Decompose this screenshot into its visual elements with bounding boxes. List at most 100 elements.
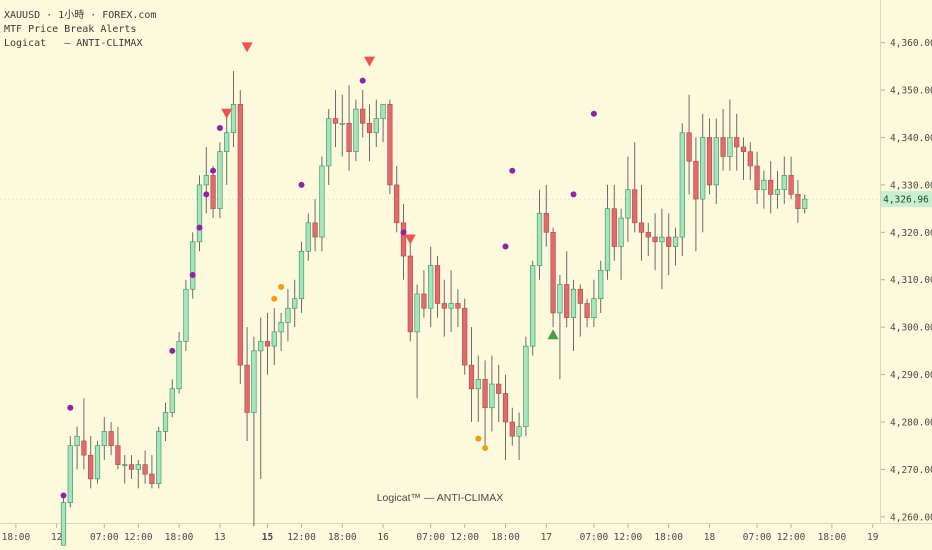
candle[interactable] — [774, 170, 781, 209]
candle[interactable] — [271, 308, 277, 366]
candle[interactable] — [604, 184, 611, 280]
candle[interactable] — [217, 142, 223, 219]
candle[interactable] — [251, 336, 257, 527]
candle[interactable] — [326, 109, 332, 185]
candle[interactable] — [468, 327, 475, 422]
candle[interactable] — [278, 312, 284, 351]
candle[interactable] — [88, 436, 94, 489]
candle[interactable] — [142, 450, 148, 484]
candle[interactable] — [292, 279, 298, 328]
candle[interactable] — [346, 85, 352, 171]
candle[interactable] — [176, 331, 182, 394]
candle[interactable] — [598, 260, 604, 313]
candle[interactable] — [122, 455, 128, 484]
candle[interactable] — [387, 99, 393, 195]
candle[interactable] — [788, 156, 794, 200]
candle[interactable] — [319, 156, 325, 252]
candle[interactable] — [720, 109, 726, 171]
candle[interactable] — [564, 251, 570, 328]
price-axis[interactable]: 4,260.00 4,270.00 4,280.00 4,290.00 4,300.00… — [881, 38, 932, 523]
candle[interactable] — [332, 90, 339, 147]
candle[interactable] — [781, 156, 787, 204]
candle[interactable] — [244, 327, 250, 441]
candle[interactable] — [679, 123, 685, 257]
candle[interactable] — [625, 156, 631, 242]
candle[interactable] — [502, 374, 509, 460]
candle[interactable] — [414, 284, 420, 399]
candle[interactable] — [264, 312, 271, 375]
candle[interactable] — [706, 118, 713, 195]
candle[interactable] — [523, 336, 529, 437]
candle[interactable] — [339, 94, 345, 157]
candle[interactable] — [258, 317, 264, 479]
candle[interactable] — [298, 241, 305, 313]
candle[interactable] — [761, 170, 767, 209]
candle[interactable] — [727, 99, 733, 171]
candle[interactable] — [611, 184, 617, 261]
candle[interactable] — [360, 90, 366, 138]
candle[interactable] — [509, 407, 515, 446]
candle[interactable] — [428, 246, 434, 328]
candle[interactable] — [577, 284, 583, 337]
candle[interactable] — [115, 426, 121, 470]
candle[interactable] — [584, 298, 590, 328]
candle[interactable] — [60, 497, 67, 546]
candle[interactable] — [237, 90, 243, 385]
candle[interactable] — [312, 199, 318, 252]
candle[interactable] — [496, 365, 502, 422]
candle[interactable] — [81, 398, 87, 470]
candle[interactable] — [183, 279, 189, 351]
candle[interactable] — [638, 184, 645, 261]
candle[interactable] — [67, 436, 73, 508]
time-axis[interactable]: 18:00 12 07:00 12:00 18:00 13 15 12:00 18:00 16 07… — [2, 524, 879, 543]
candle[interactable] — [747, 142, 753, 181]
candle[interactable] — [94, 440, 101, 484]
candle[interactable] — [230, 71, 237, 147]
candle[interactable] — [550, 227, 556, 328]
candle[interactable] — [101, 417, 107, 460]
candle[interactable] — [407, 237, 413, 342]
candle[interactable] — [516, 412, 522, 460]
candle[interactable] — [421, 270, 427, 318]
candle[interactable] — [530, 260, 536, 356]
candle[interactable] — [373, 99, 379, 147]
candle[interactable] — [672, 227, 679, 266]
symbol-title[interactable]: XAUUSD · 1小時 · FOREX.com — [4, 10, 157, 21]
candle[interactable] — [441, 279, 447, 337]
candle[interactable] — [156, 426, 162, 489]
candle[interactable] — [740, 137, 747, 181]
candle[interactable] — [713, 118, 719, 204]
candle[interactable] — [285, 289, 291, 342]
candle[interactable] — [489, 355, 495, 432]
candle[interactable] — [128, 455, 135, 479]
candle[interactable] — [632, 142, 638, 233]
candle[interactable] — [162, 403, 169, 441]
candle[interactable] — [190, 232, 196, 299]
candle[interactable] — [462, 298, 468, 375]
candle[interactable] — [353, 99, 359, 162]
candle[interactable] — [768, 161, 774, 214]
candle[interactable] — [455, 289, 461, 328]
candle[interactable] — [659, 208, 665, 290]
candle[interactable] — [754, 151, 760, 204]
candle[interactable] — [475, 355, 481, 422]
candle[interactable] — [734, 113, 740, 171]
candle[interactable] — [366, 104, 373, 162]
candle[interactable] — [618, 208, 624, 280]
candle[interactable] — [149, 455, 155, 489]
candle[interactable] — [700, 113, 706, 233]
logicat-indicator-name[interactable]: Logicat — ANTI-CLIMAX — [4, 38, 143, 49]
candle[interactable] — [434, 256, 441, 318]
candle[interactable] — [210, 165, 216, 219]
candle[interactable] — [557, 275, 563, 380]
candle[interactable] — [693, 137, 699, 252]
candle[interactable] — [536, 189, 543, 280]
candle[interactable] — [169, 379, 175, 418]
candle[interactable] — [135, 459, 141, 489]
candle[interactable] — [482, 360, 488, 451]
candle[interactable] — [570, 279, 577, 351]
candle[interactable] — [543, 184, 549, 247]
candle[interactable] — [591, 279, 597, 328]
